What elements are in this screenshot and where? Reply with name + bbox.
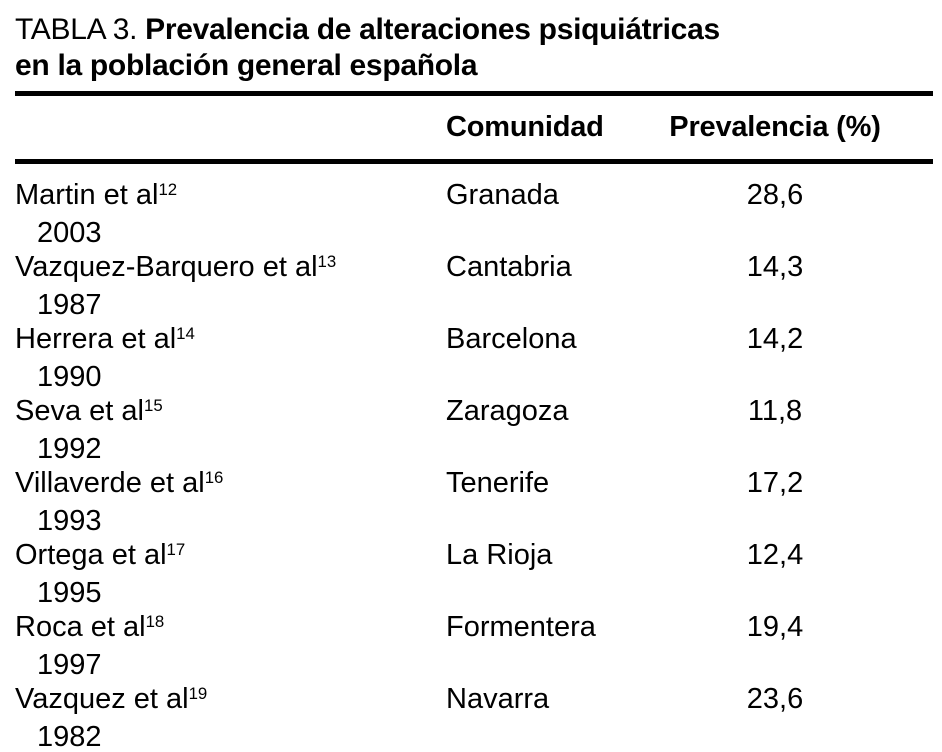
reference-superscript: 15 [143, 396, 163, 416]
header-prevalence: Prevalencia (%) [669, 111, 881, 143]
reference-superscript: 13 [317, 252, 337, 272]
study-author: Villaverde et al [15, 467, 205, 499]
table-row: Roca et al18 1997 Formentera 19,4 [15, 610, 933, 682]
table-body: Martin et al12 2003 Granada 28,6 Vazquez… [15, 164, 933, 752]
study-year: 1993 [37, 505, 102, 537]
community-cell: La Rioja [446, 539, 553, 571]
community-cell: Zaragoza [446, 395, 569, 427]
study-author: Vazquez-Barquero et al [15, 251, 318, 283]
study-cell: Roca et al18 1997 [15, 610, 446, 682]
table-header-row: Comunidad Prevalencia (%) [15, 96, 933, 159]
prevalence-cell: 17,2 [746, 467, 804, 499]
prevalence-cell: 14,3 [746, 251, 804, 283]
table-row: Martin et al12 2003 Granada 28,6 [15, 178, 933, 250]
study-cell: Villaverde et al16 1993 [15, 466, 446, 538]
study-cell: Herrera et al14 1990 [15, 322, 446, 394]
study-author: Roca et al [15, 611, 146, 643]
table-row: Seva et al15 1992 Zaragoza 11,8 [15, 394, 933, 466]
study-year: 1990 [37, 361, 102, 393]
table-row: Villaverde et al16 1993 Tenerife 17,2 [15, 466, 933, 538]
prevalence-cell: 28,6 [746, 179, 804, 211]
study-year: 1992 [37, 433, 102, 465]
reference-superscript: 18 [145, 612, 165, 632]
community-cell: Granada [446, 179, 559, 211]
table-top-rule [15, 91, 933, 96]
study-author-line: Vazquez-Barquero et al13 [15, 250, 446, 288]
community-cell: Tenerife [446, 467, 550, 499]
study-cell: Vazquez et al19 1982 [15, 682, 446, 752]
study-cell: Ortega et al17 1995 [15, 538, 446, 610]
study-author-line: Vazquez et al19 [15, 682, 446, 720]
community-cell: Navarra [446, 683, 550, 715]
study-year: 1982 [37, 721, 102, 752]
study-year: 1997 [37, 649, 102, 681]
community-cell: Barcelona [446, 323, 577, 355]
study-year: 1995 [37, 577, 102, 609]
table-title-part1: Prevalencia de alteraciones psiquiátrica… [145, 13, 720, 46]
table-row: Vazquez et al19 1982 Navarra 23,6 [15, 682, 933, 752]
table-row: Herrera et al14 1990 Barcelona 14,2 [15, 322, 933, 394]
study-author-line: Martin et al12 [15, 178, 446, 216]
reference-superscript: 14 [176, 324, 195, 344]
study-author: Vazquez et al [15, 683, 189, 715]
prevalence-cell: 14,2 [746, 323, 804, 355]
study-cell: Seva et al15 1992 [15, 394, 446, 466]
study-author-line: Herrera et al14 [15, 322, 446, 360]
table-row: Ortega et al17 1995 La Rioja 12,4 [15, 538, 933, 610]
table-caption-line1: TABLA 3. Prevalencia de alteraciones psi… [15, 12, 933, 48]
study-author: Ortega et al [15, 539, 167, 571]
prevalence-cell: 19,4 [746, 611, 804, 643]
community-cell: Formentera [446, 611, 596, 643]
header-community: Comunidad [446, 111, 604, 143]
table-title-part2: en la población general española [15, 49, 478, 82]
study-year: 1987 [37, 289, 102, 321]
study-year: 2003 [37, 217, 102, 249]
table-row: Vazquez-Barquero et al13 1987 Cantabria … [15, 250, 933, 322]
study-author-line: Seva et al15 [15, 394, 446, 432]
table-header-rule [15, 159, 933, 164]
community-cell: Cantabria [446, 251, 572, 283]
table-caption: TABLA 3. Prevalencia de alteraciones psi… [15, 12, 933, 84]
study-cell: Vazquez-Barquero et al13 1987 [15, 250, 446, 322]
prevalence-cell: 11,8 [747, 395, 803, 427]
study-cell: Martin et al12 2003 [15, 178, 446, 250]
reference-superscript: 16 [204, 468, 224, 488]
table-number-label: TABLA 3. [15, 13, 138, 46]
study-author: Herrera et al [15, 323, 177, 355]
study-author-line: Villaverde et al16 [15, 466, 446, 504]
study-author-line: Ortega et al17 [15, 538, 446, 576]
reference-superscript: 19 [188, 684, 208, 704]
study-author: Seva et al [15, 395, 144, 427]
reference-superscript: 12 [158, 180, 178, 200]
study-author: Martin et al [15, 179, 159, 211]
prevalence-cell: 12,4 [746, 539, 804, 571]
reference-superscript: 17 [166, 540, 186, 560]
prevalence-cell: 23,6 [746, 683, 804, 715]
study-author-line: Roca et al18 [15, 610, 446, 648]
